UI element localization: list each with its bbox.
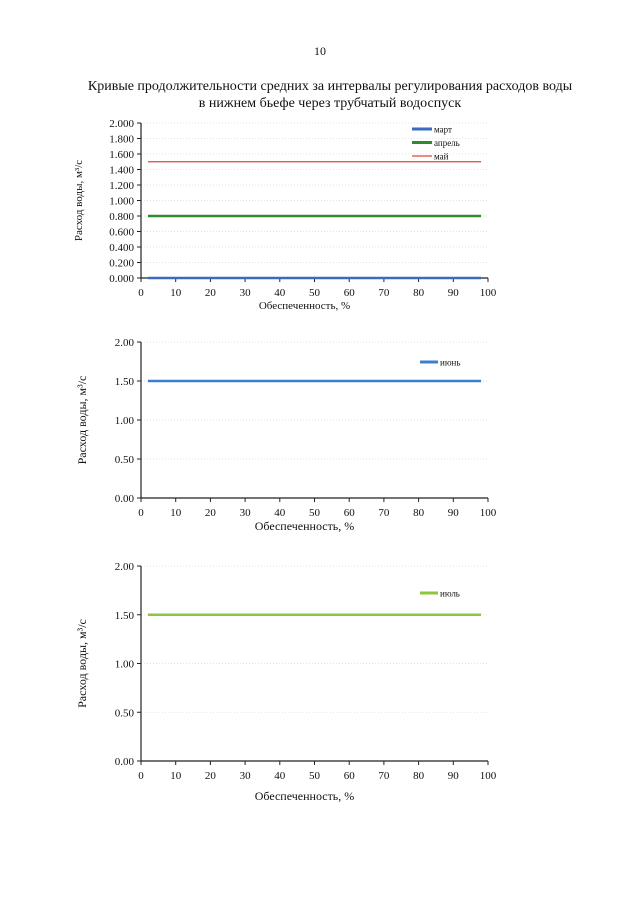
x-tick-label: 40 xyxy=(274,507,286,519)
x-tick-label: 10 xyxy=(170,507,182,519)
y-tick-label: 1.00 xyxy=(115,415,135,427)
y-tick-label: 1.50 xyxy=(115,610,135,622)
y-tick-label: 1.800 xyxy=(109,134,134,146)
x-tick-label: 90 xyxy=(448,287,460,299)
chart-june: 0.00 0.50 1.00 1.50 2.00 0 10 20 30 40 50 60 70 80 90 1… xyxy=(75,337,497,533)
x-tick-label: 70 xyxy=(378,507,390,519)
y-tick-label: 0.600 xyxy=(109,227,134,239)
y-tick-label: 1.200 xyxy=(109,180,134,192)
y-tick-label: 0.50 xyxy=(115,707,135,719)
y-tick-label: 2.000 xyxy=(109,118,134,130)
x-tick-label: 100 xyxy=(480,287,497,299)
chart-title-line-2: в нижнем бьефе через трубчатый водоспуск xyxy=(198,96,462,111)
legend-label: март xyxy=(434,125,452,135)
chart-title-line-1: Кривые продолжительности средних за инте… xyxy=(87,79,573,94)
x-tick-label: 100 xyxy=(480,507,497,519)
y-tick-label: 1.000 xyxy=(109,196,134,208)
chart-july: 0.00 0.50 1.00 1.50 2.00 0 10 20 30 40 50 60 70 80 90 1… xyxy=(75,561,497,803)
x-tick-label: 60 xyxy=(344,507,356,519)
x-tick-label: 20 xyxy=(205,770,217,782)
x-tick-label: 0 xyxy=(138,507,144,519)
x-tick-label: 80 xyxy=(413,770,425,782)
x-tick-label: 50 xyxy=(309,770,321,782)
x-tick-label: 70 xyxy=(378,287,390,299)
x-tick-label: 40 xyxy=(274,770,286,782)
y-tick-label: 2.00 xyxy=(115,561,135,573)
x-tick-label: 40 xyxy=(274,287,286,299)
y-axis-label: Расход воды, м³/с xyxy=(75,619,89,708)
page-number: 10 xyxy=(314,44,326,58)
chart-title: Кривые продолжительности средних за инте… xyxy=(40,78,620,112)
x-tick-label: 10 xyxy=(170,770,182,782)
x-axis-label: Обеспеченность, % xyxy=(255,789,355,803)
x-tick-label: 100 xyxy=(480,770,497,782)
legend-label: май xyxy=(434,152,449,162)
x-tick-label: 80 xyxy=(413,507,425,519)
x-tick-label: 50 xyxy=(309,507,321,519)
y-tick-label: 1.400 xyxy=(109,165,134,177)
y-tick-label: 1.50 xyxy=(115,376,135,388)
y-tick-label: 0.00 xyxy=(115,493,135,505)
legend-label: июль xyxy=(440,589,460,599)
y-tick-label: 1.00 xyxy=(115,659,135,671)
x-axis-label: Обеспеченность, % xyxy=(255,519,355,533)
x-tick-label: 80 xyxy=(413,287,425,299)
x-tick-label: 0 xyxy=(138,770,144,782)
x-tick-label: 0 xyxy=(138,287,144,299)
legend-label: июнь xyxy=(440,358,460,368)
y-tick-label: 0.400 xyxy=(109,242,134,254)
x-tick-label: 60 xyxy=(344,287,356,299)
y-tick-label: 0.00 xyxy=(115,756,135,768)
x-tick-label: 60 xyxy=(344,770,356,782)
y-tick-label: 0.200 xyxy=(109,258,134,270)
x-tick-label: 20 xyxy=(205,287,217,299)
chart-march-april-may: 0.000 0.200 0.400 0.600 0.800 1.000 1.200 1.400… xyxy=(73,118,497,312)
y-tick-label: 0.800 xyxy=(109,211,134,223)
x-tick-label: 70 xyxy=(378,770,390,782)
legend-label: апрель xyxy=(434,138,460,148)
y-tick-label: 2.00 xyxy=(115,337,135,349)
x-tick-label: 10 xyxy=(170,287,182,299)
y-tick-label: 0.50 xyxy=(115,454,135,466)
y-tick-label: 0.000 xyxy=(109,273,134,285)
y-axis-label: Расход воды, м³/с xyxy=(75,376,89,465)
x-tick-label: 50 xyxy=(309,287,321,299)
x-tick-label: 90 xyxy=(448,770,460,782)
x-axis-label: Обеспеченность, % xyxy=(259,300,350,312)
y-tick-label: 1.600 xyxy=(109,149,134,161)
x-tick-label: 90 xyxy=(448,507,460,519)
x-tick-label: 20 xyxy=(205,507,217,519)
x-tick-label: 30 xyxy=(240,287,252,299)
x-tick-label: 30 xyxy=(240,507,252,519)
y-axis-label: Расход воды, м³/с xyxy=(73,160,85,241)
x-tick-label: 30 xyxy=(240,770,252,782)
